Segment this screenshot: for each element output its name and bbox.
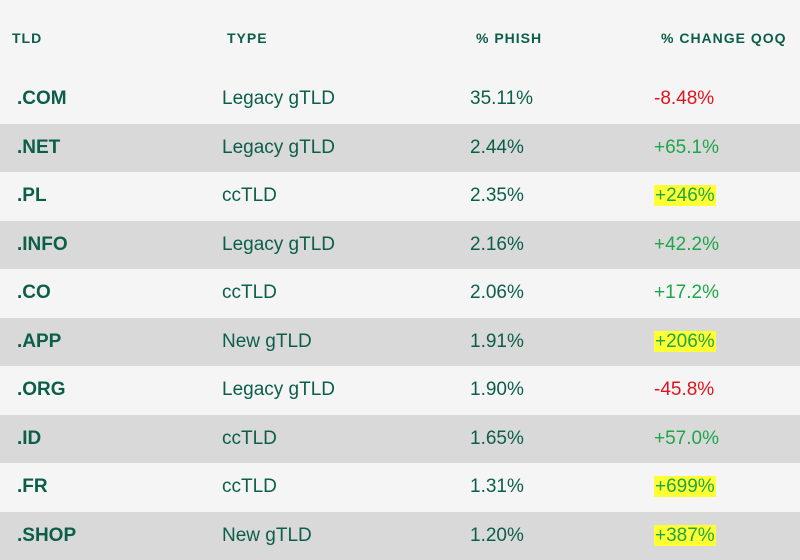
cell-change: +65.1%: [654, 136, 719, 158]
header-tld: TLD: [12, 30, 43, 46]
cell-type: ccTLD: [222, 427, 277, 449]
table-row: .ID ccTLD 1.65% +57.0%: [0, 414, 800, 463]
cell-type: New gTLD: [222, 524, 312, 546]
cell-phish: 1.90%: [470, 379, 524, 401]
table-row: .SHOP New gTLD 1.20% +387%: [0, 511, 800, 560]
cell-change: +42.2%: [654, 233, 719, 255]
cell-tld: .FR: [17, 476, 48, 498]
table-row: .APP New gTLD 1.91% +206%: [0, 317, 800, 366]
table-body: .COM Legacy gTLD 35.11% -8.48% .NET Lega…: [0, 75, 800, 560]
header-phish: % PHISH: [476, 30, 543, 46]
cell-type: Legacy gTLD: [222, 379, 336, 401]
cell-type: Legacy gTLD: [222, 233, 336, 255]
header-type: TYPE: [227, 30, 268, 46]
table-row: .INFO Legacy gTLD 2.16% +42.2%: [0, 220, 800, 269]
table-row: .FR ccTLD 1.31% +699%: [0, 463, 800, 512]
cell-phish: 2.06%: [470, 282, 524, 304]
cell-tld: .INFO: [17, 233, 68, 255]
cell-change: -45.8%: [654, 379, 715, 401]
cell-type: New gTLD: [222, 330, 312, 352]
cell-change: +387%: [654, 524, 716, 546]
cell-tld: .COM: [17, 88, 67, 110]
table-row: .PL ccTLD 2.35% +246%: [0, 172, 800, 221]
cell-tld: .PL: [17, 185, 47, 207]
cell-type: Legacy gTLD: [222, 88, 336, 110]
cell-change: +57.0%: [654, 427, 719, 449]
cell-tld: .SHOP: [17, 524, 77, 546]
cell-phish: 1.20%: [470, 524, 524, 546]
table-row: .NET Legacy gTLD 2.44% +65.1%: [0, 123, 800, 172]
table-row: .COM Legacy gTLD 35.11% -8.48%: [0, 75, 800, 124]
cell-tld: .NET: [17, 136, 61, 158]
cell-tld: .APP: [17, 330, 62, 352]
cell-phish: 1.31%: [470, 476, 524, 498]
cell-phish: 2.16%: [470, 233, 524, 255]
cell-change: -8.48%: [654, 88, 715, 110]
cell-tld: .CO: [17, 282, 51, 304]
table-header: TLD TYPE % PHISH % CHANGE QOQ: [0, 0, 800, 75]
cell-type: ccTLD: [222, 476, 277, 498]
cell-phish: 35.11%: [470, 88, 534, 110]
cell-change: +699%: [654, 476, 716, 498]
cell-type: ccTLD: [222, 185, 277, 207]
cell-change: +206%: [654, 330, 716, 352]
header-change: % CHANGE QOQ: [661, 30, 787, 46]
cell-phish: 2.35%: [470, 185, 524, 207]
cell-type: ccTLD: [222, 282, 277, 304]
table-row: .ORG Legacy gTLD 1.90% -45.8%: [0, 366, 800, 415]
cell-phish: 1.91%: [470, 330, 524, 352]
cell-tld: .ORG: [17, 379, 66, 401]
cell-type: Legacy gTLD: [222, 136, 336, 158]
cell-change: +17.2%: [654, 282, 719, 304]
cell-change: +246%: [654, 185, 716, 207]
cell-tld: .ID: [17, 427, 42, 449]
cell-phish: 2.44%: [470, 136, 524, 158]
table-row: .CO ccTLD 2.06% +17.2%: [0, 269, 800, 318]
cell-phish: 1.65%: [470, 427, 524, 449]
